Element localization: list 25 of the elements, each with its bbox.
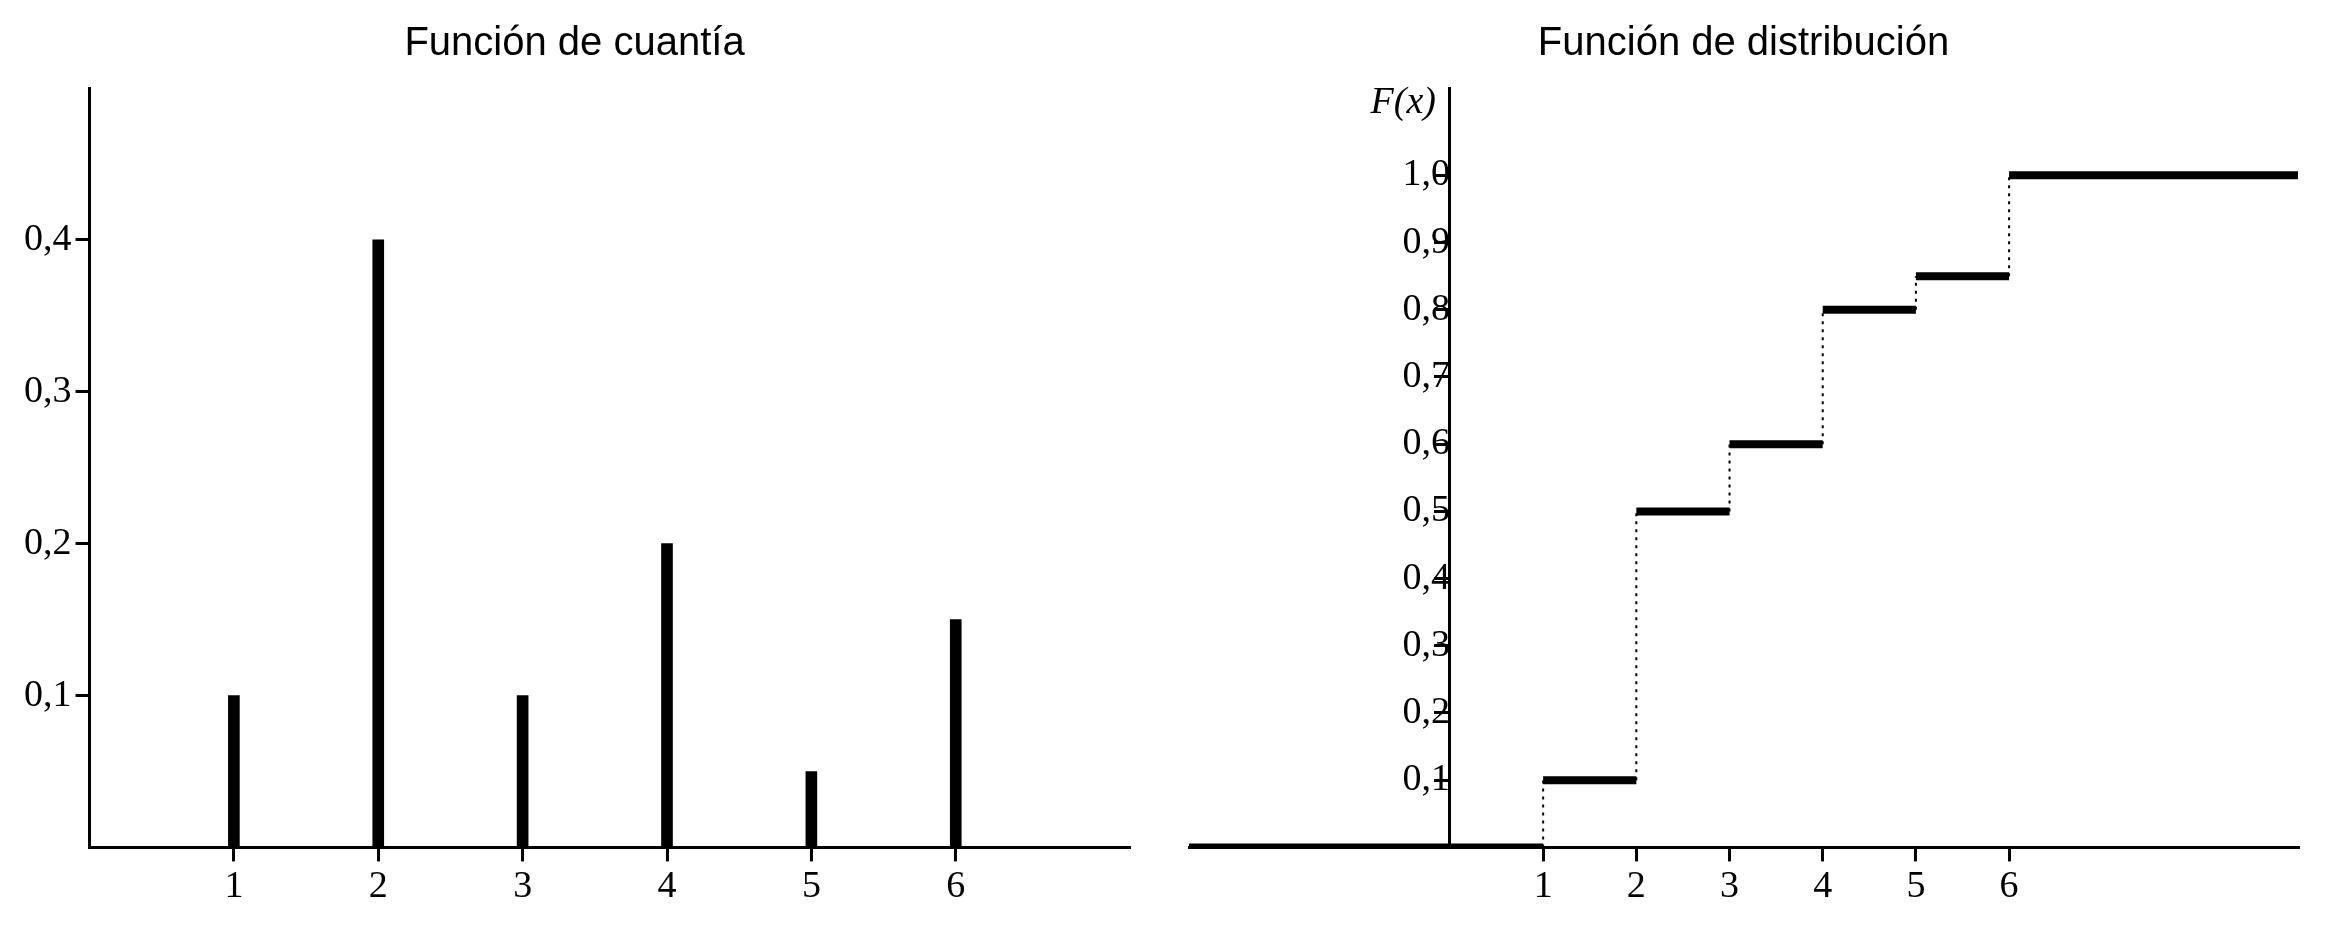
- x-tick-label: 2: [1626, 863, 1646, 906]
- chart-title: Función de cuantía: [404, 19, 746, 64]
- y-tick-label: 0,7: [1402, 352, 1450, 395]
- x-tick-label: 6: [1999, 863, 2019, 906]
- y-tick-label: 0,3: [24, 367, 72, 410]
- x-tick-label: 3: [1720, 863, 1740, 906]
- y-tick-label: 0,1: [24, 671, 72, 714]
- x-tick-label: 6: [946, 863, 966, 906]
- x-tick-label: 4: [657, 863, 677, 906]
- x-tick-label: 3: [513, 863, 533, 906]
- y-tick-label: 0,2: [24, 519, 72, 562]
- x-tick-label: 2: [368, 863, 388, 906]
- x-tick-label: 4: [1813, 863, 1833, 906]
- x-tick-label: 1: [1533, 863, 1553, 906]
- y-tick-label: 0,2: [1402, 688, 1450, 731]
- y-axis-title: F(x): [1369, 78, 1436, 122]
- x-tick-label: 5: [1906, 863, 1926, 906]
- y-tick-label: 0,3: [1402, 621, 1450, 664]
- y-tick-label: 0,8: [1402, 285, 1450, 328]
- y-tick-label: 0,1: [1402, 756, 1450, 799]
- y-tick-label: 0,4: [24, 215, 72, 258]
- x-tick-label: 1: [224, 863, 244, 906]
- y-tick-label: 0,5: [1402, 487, 1450, 530]
- chart-title: Función de distribución: [1537, 19, 1950, 64]
- x-tick-label: 5: [801, 863, 821, 906]
